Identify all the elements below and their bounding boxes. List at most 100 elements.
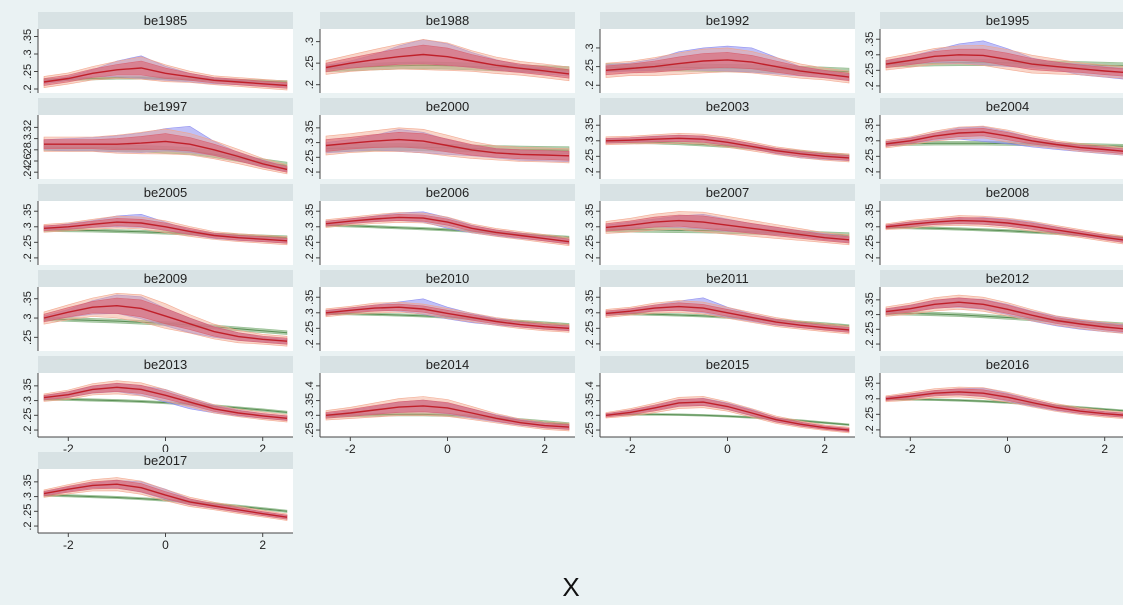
- plot-area: [38, 373, 293, 437]
- y-tick-label: .35: [304, 290, 316, 305]
- panel-be2013: be2013 .2 .25 .3 .35 -2 0 2: [22, 356, 293, 456]
- red-series-line: [43, 221, 288, 242]
- panel-be2007: be2007 .2 .25 .3 .35: [584, 184, 855, 265]
- panel-title: be2010: [426, 271, 469, 286]
- panel-be2017: be2017 .2 .25 .3 .35 -2 0 2: [22, 452, 293, 552]
- x-tick-label: -2: [345, 442, 356, 456]
- y-tick-label: .35: [584, 290, 596, 305]
- panel-be1988: be1988 .2 .25 .3: [304, 12, 575, 93]
- y-tick-label: .35: [304, 120, 316, 135]
- y-tick-label: .2: [304, 339, 316, 348]
- y-tick-label: .2: [584, 167, 596, 176]
- panel-header: [880, 98, 1123, 115]
- red-series-line: [885, 54, 1123, 74]
- panel-header: [880, 356, 1123, 373]
- panel-be2011: be2011 .2 .25 .3 .35: [584, 270, 855, 351]
- y-tick-label: .25: [864, 322, 876, 337]
- y-tick-label: .3: [864, 50, 876, 59]
- red-series-line: [44, 140, 288, 171]
- y-tick-label: .3: [584, 222, 596, 231]
- y-tick-label: .35: [864, 32, 876, 47]
- panel-header: [38, 12, 293, 29]
- x-tick-label: 2: [821, 442, 828, 456]
- panel-header: [38, 184, 293, 201]
- plot-area: [600, 287, 855, 351]
- y-tick-label: .3: [304, 37, 316, 46]
- y-tick-label: .2: [304, 80, 316, 89]
- y-tick-label: .25: [864, 149, 876, 164]
- y-tick-label: .25: [22, 64, 34, 79]
- y-tick-label: .25: [304, 321, 316, 336]
- y-tick-label: .35: [584, 204, 596, 219]
- y-tick-label: .2: [22, 253, 34, 262]
- y-tick-label: .3: [22, 396, 34, 405]
- panel-header: [600, 270, 855, 287]
- panel-title: be2012: [986, 271, 1029, 286]
- x-tick-label: -2: [63, 538, 74, 552]
- x-tick-label: 0: [162, 538, 169, 552]
- y-tick-label: .35: [304, 204, 316, 219]
- panel-header: [880, 12, 1123, 29]
- panel-title: be2015: [706, 357, 749, 372]
- plot-area: [320, 201, 575, 265]
- x-tick-label: 2: [259, 442, 266, 456]
- panel-title: be2006: [426, 185, 469, 200]
- red-ci-band: [605, 52, 850, 82]
- panel-be2010: be2010 .2 .25 .3 .35: [304, 270, 575, 351]
- y-tick-label: .3: [864, 136, 876, 145]
- red-series-line: [605, 137, 850, 159]
- red-series-line: [325, 405, 570, 428]
- y-tick-label: .25: [584, 149, 596, 164]
- red-ci-band: [325, 303, 570, 332]
- red-ci-band: [43, 133, 288, 173]
- red-ci-band: [43, 297, 288, 345]
- y-tick-label: .3: [584, 43, 596, 52]
- y-tick-label: .25: [584, 321, 596, 336]
- x-tick-label: 0: [162, 442, 169, 456]
- y-tick-label: .25: [584, 235, 596, 250]
- panel-be1997: be1997 .24.26.28.3.32: [22, 98, 293, 180]
- y-tick-label: .2: [304, 167, 316, 176]
- x-tick-label: 0: [444, 442, 451, 456]
- y-tick-label: .3: [304, 308, 316, 317]
- panel-title: be2009: [144, 271, 187, 286]
- panel-header: [600, 356, 855, 373]
- y-tick-label: .2: [584, 253, 596, 262]
- red-ci-band: [885, 217, 1123, 243]
- y-tick-label: .25: [584, 59, 596, 74]
- panel-header: [320, 270, 575, 287]
- panel-header: [880, 184, 1123, 201]
- panel-header: [38, 356, 293, 373]
- y-tick-label: .25: [304, 422, 316, 437]
- y-tick-label: .2: [864, 253, 876, 262]
- panel-be2006: be2006 .2 .25 .3 .35: [304, 184, 575, 265]
- panel-title: be2008: [986, 185, 1029, 200]
- green-series-line: [43, 398, 288, 413]
- y-tick-label: .35: [22, 378, 34, 393]
- red-ci-band: [605, 398, 850, 433]
- red-ci-band: [605, 134, 850, 161]
- panel-header: [38, 98, 293, 115]
- red-ci-band: [325, 44, 570, 79]
- y-tick-label: .3: [584, 308, 596, 317]
- y-tick-label: .25: [22, 235, 34, 250]
- y-tick-label: .3: [304, 411, 316, 420]
- panel-be1992: be1992 .2 .25 .3: [584, 12, 855, 93]
- panel-header: [600, 12, 855, 29]
- x-tick-label: -2: [625, 442, 636, 456]
- y-tick-label: .3: [864, 394, 876, 403]
- panel-header: [320, 98, 575, 115]
- y-tick-label: .3: [22, 222, 34, 231]
- y-tick-label: .3: [22, 492, 34, 501]
- red-series-line: [605, 401, 850, 431]
- y-tick-label: .2: [584, 339, 596, 348]
- panel-title: be2007: [706, 185, 749, 200]
- red-series-line: [885, 219, 1123, 241]
- y-tick-label: .25: [304, 150, 316, 165]
- y-tick-label: .2: [22, 521, 34, 530]
- panel-title: be2017: [144, 453, 187, 468]
- panel-be2005: be2005 .2 .25 .3 .35: [22, 184, 293, 265]
- x-tick-label: 2: [259, 538, 266, 552]
